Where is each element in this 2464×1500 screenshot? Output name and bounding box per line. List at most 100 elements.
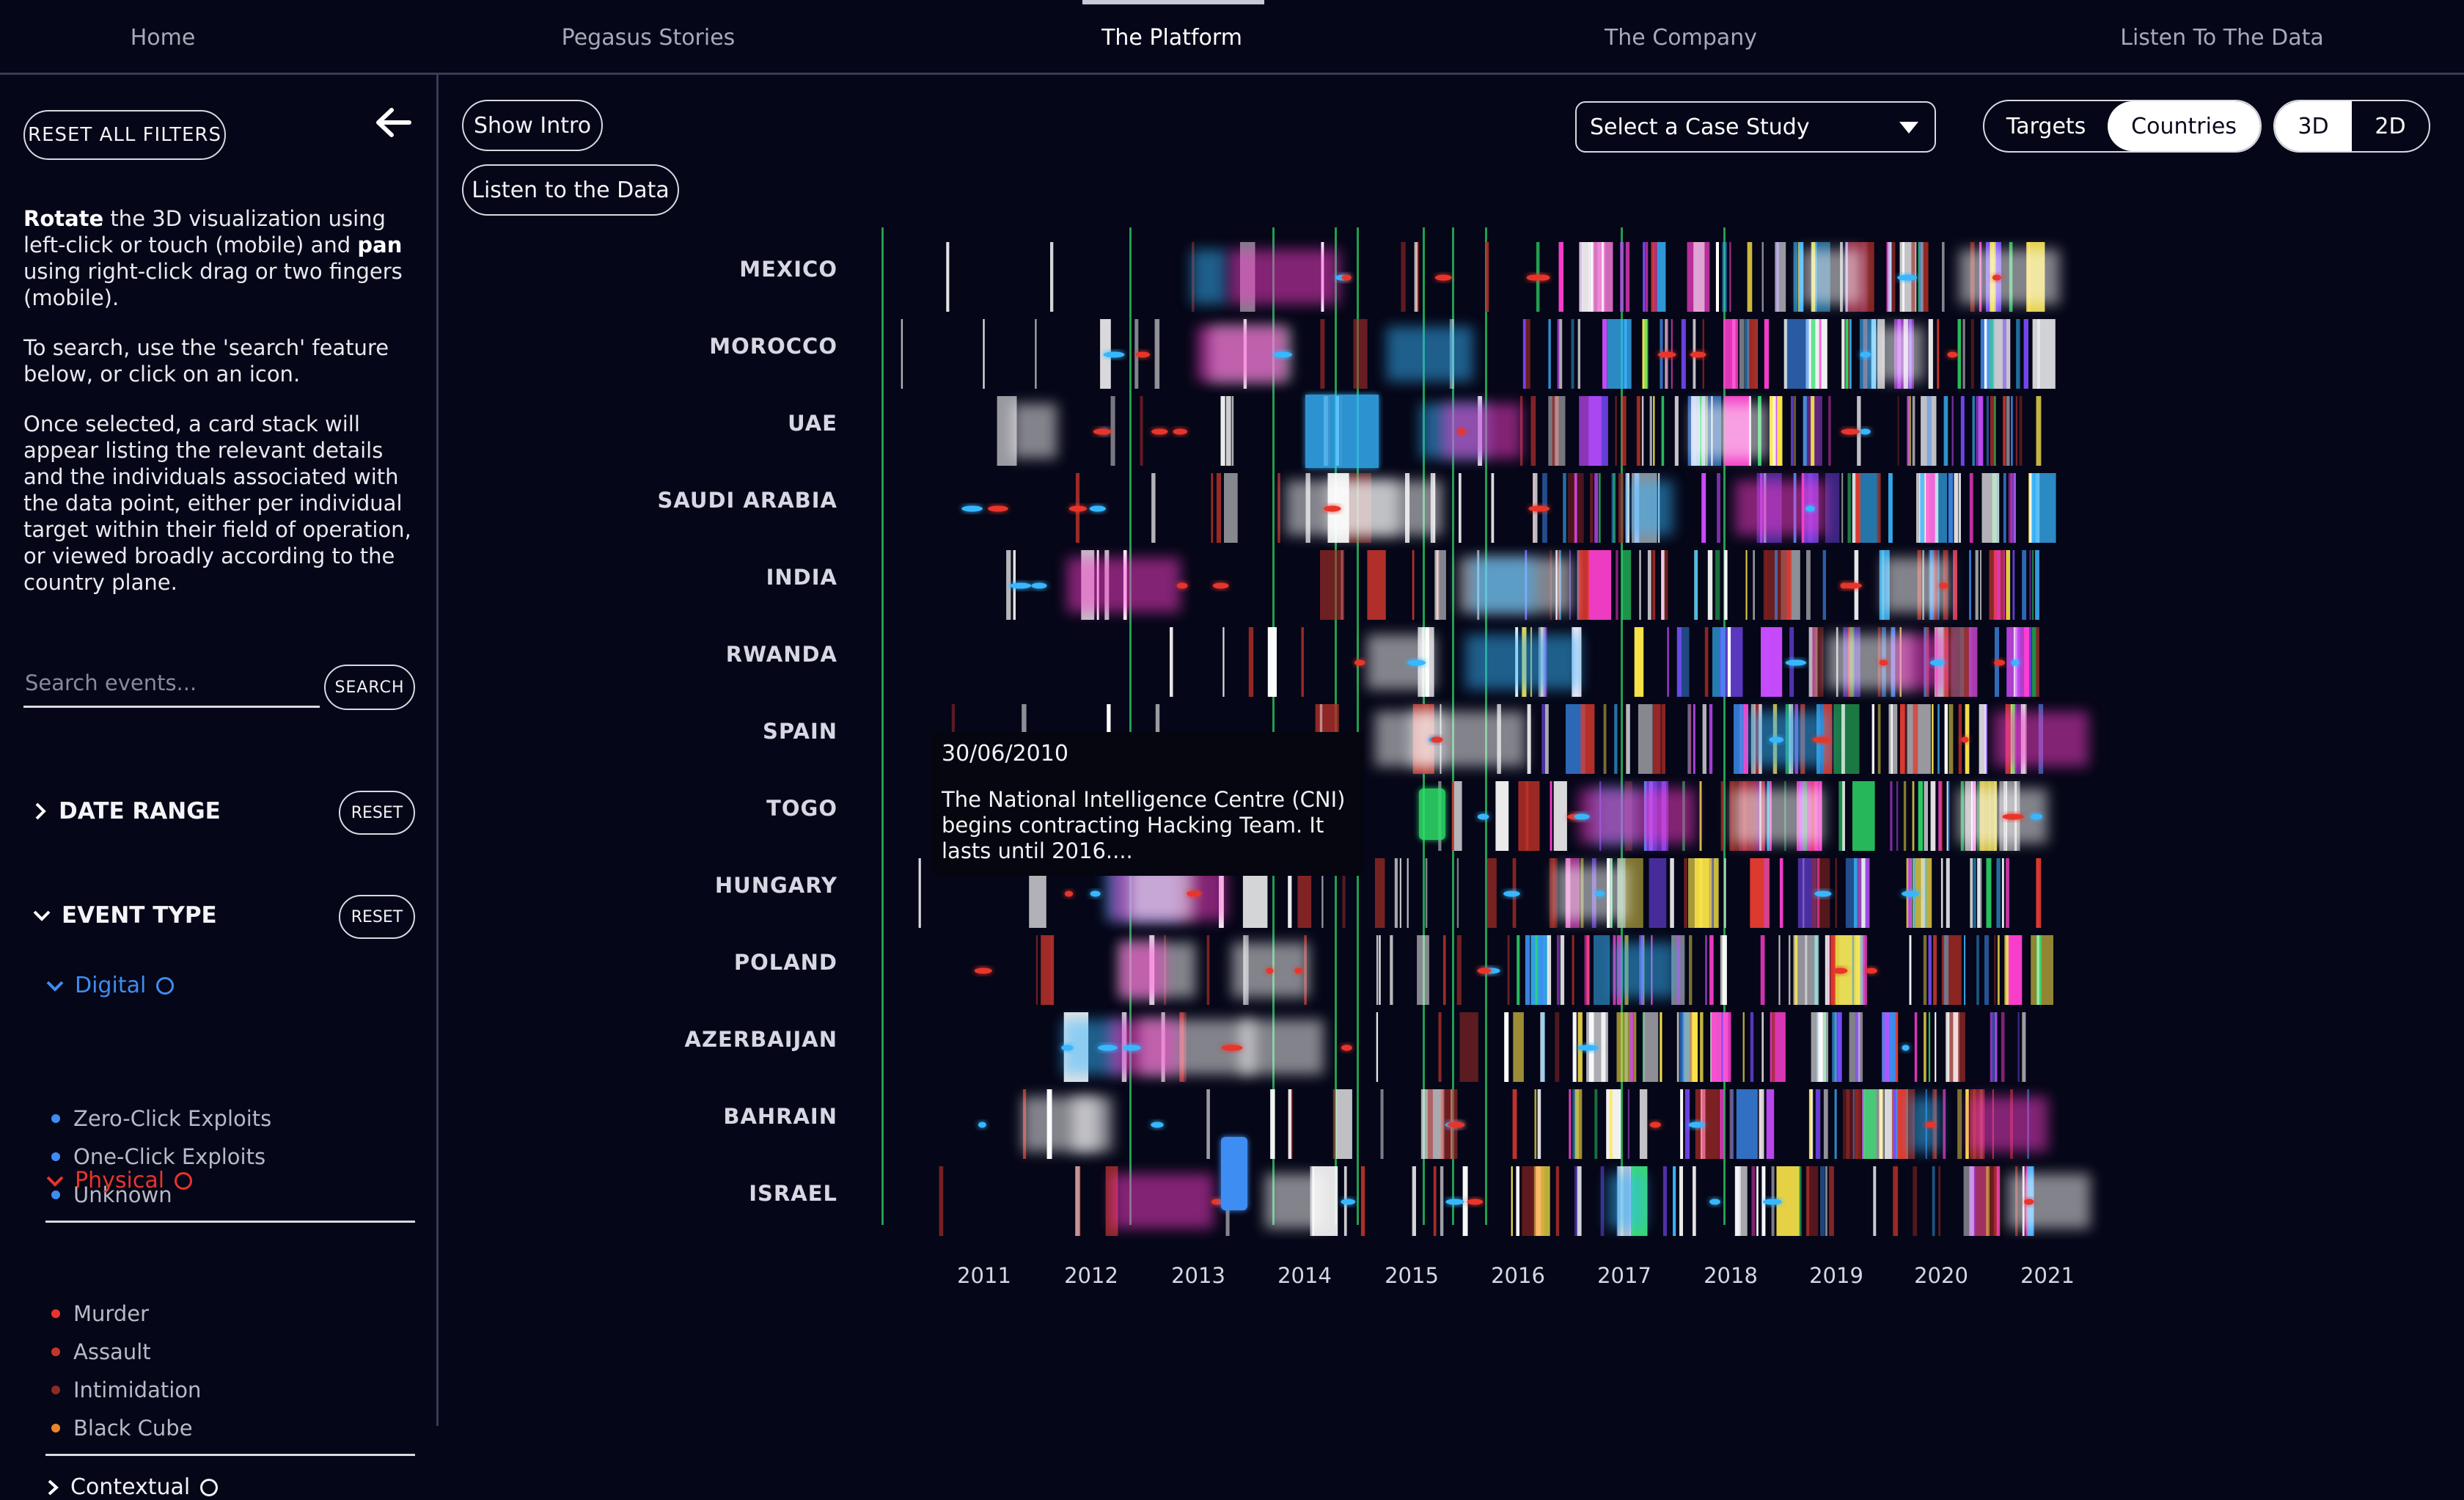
event-cluster-glow xyxy=(1066,557,1181,612)
event-stripe xyxy=(1374,858,1385,928)
event-stripe xyxy=(1852,1089,1855,1159)
event-stripe xyxy=(1720,935,1723,1005)
event-stripe xyxy=(1721,1012,1723,1082)
event-stripe xyxy=(1684,1089,1690,1159)
search-input[interactable] xyxy=(23,660,320,708)
event-stripe xyxy=(1734,704,1745,774)
event-stripe xyxy=(1786,319,1809,389)
caret-down-icon xyxy=(1899,122,1918,133)
country-label-hungary[interactable]: HUNGARY xyxy=(714,873,837,898)
event-stripe xyxy=(1841,319,1845,389)
event-stripe xyxy=(1793,242,1798,312)
country-label-poland[interactable]: POLAND xyxy=(733,950,837,975)
case-study-select[interactable]: Select a Case Study xyxy=(1575,101,1936,153)
event-stripe xyxy=(1705,935,1707,1005)
nav-listen-to-the-data[interactable]: Listen To The Data xyxy=(2120,25,2324,51)
event-stripe xyxy=(1537,1089,1541,1159)
country-label-togo[interactable]: TOGO xyxy=(766,796,837,821)
event-stripe xyxy=(1436,550,1446,620)
nav-home[interactable]: Home xyxy=(130,25,196,51)
event-stripe xyxy=(1825,935,1827,1005)
event-stripe xyxy=(1921,396,1937,466)
back-arrow-icon[interactable] xyxy=(373,104,417,141)
event-stripe xyxy=(1673,1166,1676,1236)
event-stripe xyxy=(1989,550,1997,620)
event-stripe xyxy=(1845,319,1849,389)
legend-intimidation[interactable]: Intimidation xyxy=(51,1378,201,1402)
event-dot xyxy=(1447,1122,1465,1128)
country-label-rwanda[interactable]: RWANDA xyxy=(725,642,837,667)
event-type-reset-button[interactable]: RESET xyxy=(339,895,415,939)
legend-one-click[interactable]: One-Click Exploits xyxy=(51,1144,265,1169)
legend-zero-click[interactable]: Zero-Click Exploits xyxy=(51,1106,271,1131)
event-stripe xyxy=(1958,704,1962,774)
nav-the-platform[interactable]: The Platform xyxy=(1101,25,1242,51)
nav-the-company[interactable]: The Company xyxy=(1604,25,1758,51)
search-button[interactable]: SEARCH xyxy=(324,665,415,710)
legend-assault[interactable]: Assault xyxy=(51,1339,151,1364)
contextual-group-toggle[interactable]: Contextual xyxy=(45,1474,219,1500)
event-stripe xyxy=(1684,858,1687,928)
view-toggle[interactable]: Targets Countries xyxy=(1983,100,2262,153)
event-cluster-glow xyxy=(1883,557,1950,612)
country-label-india[interactable]: INDIA xyxy=(766,565,837,590)
event-stripe xyxy=(1903,781,1907,851)
listen-to-data-button[interactable]: Listen to the Data xyxy=(462,164,679,216)
event-stripe xyxy=(1680,1089,1684,1159)
event-stripe xyxy=(1621,396,1627,466)
event-dot xyxy=(1925,1122,1936,1128)
event-stripe xyxy=(1838,781,1844,851)
country-label-israel[interactable]: ISRAEL xyxy=(749,1181,837,1206)
event-stripe xyxy=(1854,858,1858,928)
country-label-bahrain[interactable]: BAHRAIN xyxy=(723,1104,837,1129)
event-stripe xyxy=(1367,550,1386,620)
reset-all-filters-button[interactable]: RESET ALL FILTERS xyxy=(23,110,226,160)
physical-select-circle[interactable] xyxy=(175,1171,193,1190)
country-label-saudi-arabia[interactable]: SAUDI ARABIA xyxy=(657,488,837,513)
timeline-visualization[interactable] xyxy=(865,227,2171,1240)
country-label-spain[interactable]: SPAIN xyxy=(763,719,837,744)
targets-toggle-option[interactable]: Targets xyxy=(2006,113,2086,139)
event-stripe xyxy=(1756,1166,1759,1236)
legend-murder[interactable]: Murder xyxy=(51,1301,149,1326)
event-cluster-glow xyxy=(1071,1097,1112,1152)
legend-unknown[interactable]: Unknown xyxy=(51,1182,172,1207)
event-cluster-glow xyxy=(1229,249,1340,304)
event-stripe xyxy=(1882,1012,1898,1082)
event-cluster-glow xyxy=(1731,789,1825,844)
event-stripe xyxy=(1995,1012,1998,1082)
event-stripe xyxy=(1225,396,1231,466)
contextual-select-circle[interactable] xyxy=(200,1478,219,1496)
country-label-morocco[interactable]: MOROCCO xyxy=(709,334,837,359)
event-stripe xyxy=(1914,1012,1918,1082)
event-stripe xyxy=(1652,704,1661,774)
event-stripe xyxy=(1742,1012,1745,1082)
event-stripe xyxy=(1924,1012,1926,1082)
event-stripe xyxy=(1981,473,2000,543)
nav-pegasus-stories[interactable]: Pegasus Stories xyxy=(561,25,736,51)
date-range-toggle[interactable]: DATE RANGE xyxy=(32,798,221,824)
3d-toggle-option[interactable]: 3D xyxy=(2275,101,2352,151)
event-dot xyxy=(1994,659,2006,666)
event-stripe xyxy=(1979,396,1984,466)
event-cluster-glow xyxy=(1442,403,1522,458)
event-stripe xyxy=(1820,1166,1825,1236)
country-label-azerbaijan[interactable]: AZERBAIJAN xyxy=(684,1027,837,1052)
event-type-toggle[interactable]: EVENT TYPE xyxy=(32,902,217,929)
country-label-mexico[interactable]: MEXICO xyxy=(739,257,837,282)
show-intro-button[interactable]: Show Intro xyxy=(462,100,603,151)
event-stripe xyxy=(1660,1012,1662,1082)
event-stripe xyxy=(1433,1166,1437,1236)
2d-toggle-option[interactable]: 2D xyxy=(2375,113,2406,139)
legend-black-cube[interactable]: Black Cube xyxy=(51,1416,193,1441)
digital-group-toggle[interactable]: Digital xyxy=(45,973,175,998)
event-stripe xyxy=(1342,858,1346,928)
dimension-toggle[interactable]: 3D 2D xyxy=(2273,100,2430,153)
countries-toggle-option[interactable]: Countries xyxy=(2108,101,2260,151)
date-range-reset-button[interactable]: RESET xyxy=(339,791,415,835)
event-stripe xyxy=(1990,396,1995,466)
digital-select-circle[interactable] xyxy=(156,976,175,995)
event-stripe xyxy=(2011,396,2013,466)
physical-group-toggle[interactable]: Physical xyxy=(45,1168,193,1193)
country-label-uae[interactable]: UAE xyxy=(788,411,837,436)
